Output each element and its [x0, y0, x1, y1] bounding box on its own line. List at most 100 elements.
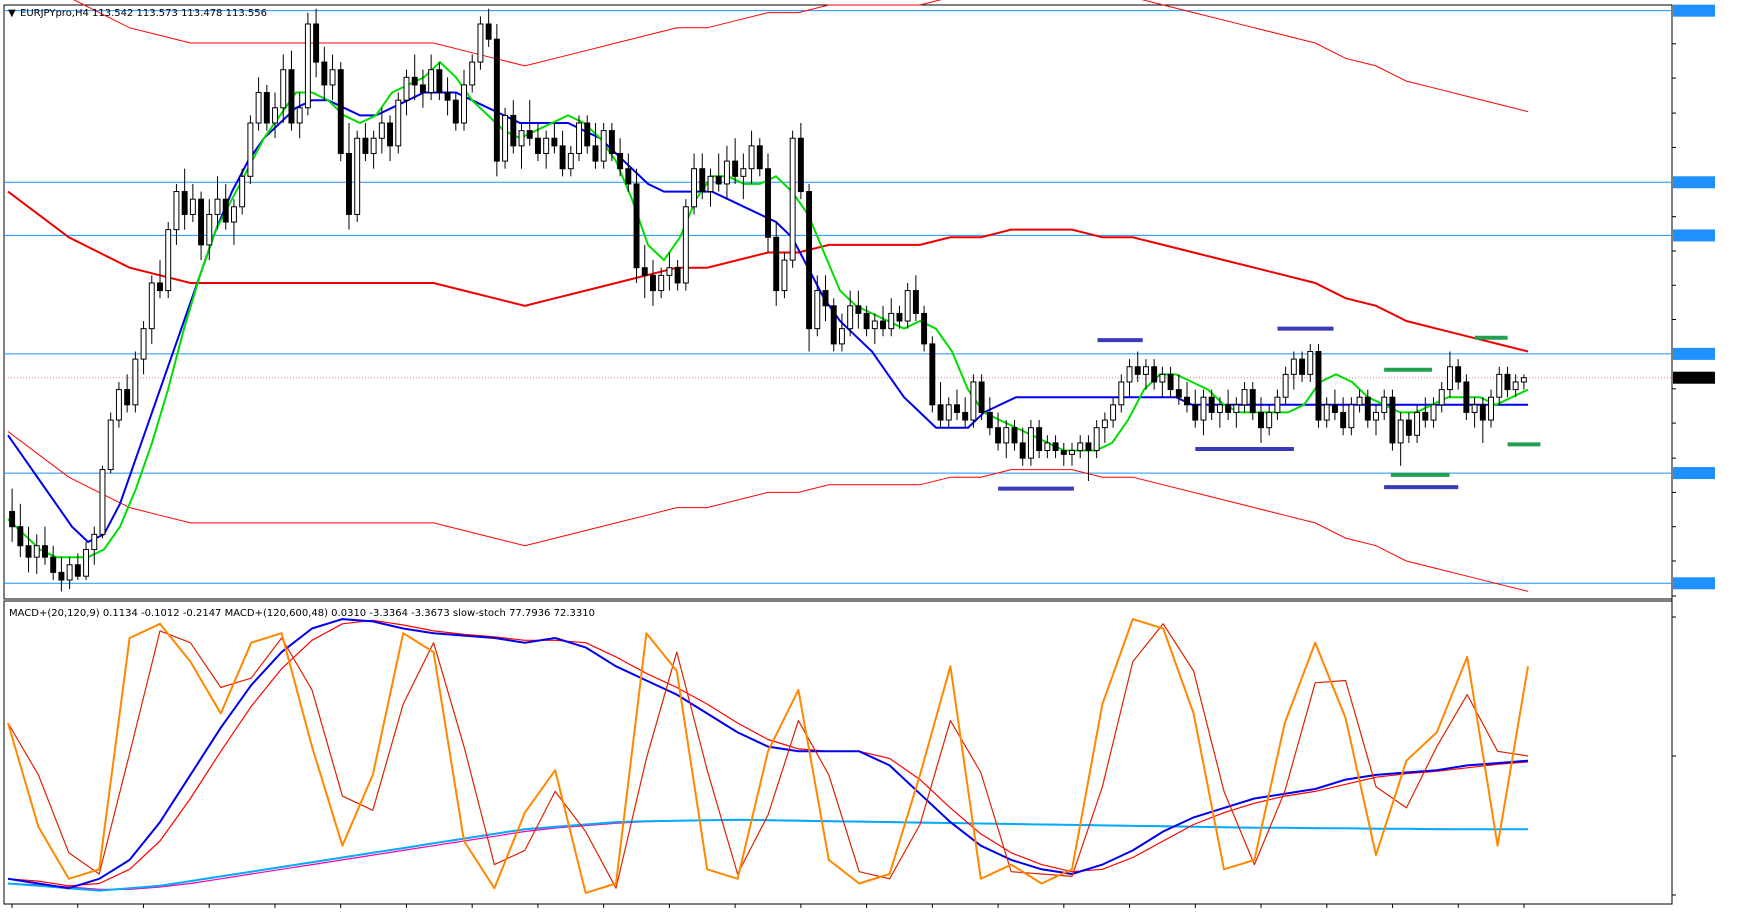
bear-candle — [1175, 389, 1182, 398]
bear-candle — [411, 76, 418, 86]
bear-candle — [510, 114, 517, 147]
bull-candle — [296, 107, 303, 124]
bear-candle — [674, 267, 681, 284]
indicator-plot — [7, 618, 1529, 894]
bull-candle — [148, 282, 155, 330]
bear-candle — [1364, 396, 1371, 421]
bear-candle — [526, 130, 533, 139]
bear-candle — [263, 92, 270, 124]
bull-candle — [1430, 404, 1437, 421]
bear-candle — [1011, 427, 1018, 444]
bull-candle — [255, 92, 262, 124]
bull-candle — [461, 84, 467, 124]
bear-candle — [419, 84, 426, 94]
bear-candle — [198, 198, 205, 246]
bull-candle — [838, 328, 845, 345]
bear-candle — [625, 168, 632, 185]
bull-candle — [1216, 404, 1223, 413]
bull-candle — [230, 206, 237, 223]
bear-candle — [699, 168, 706, 193]
stoch-signal-line — [7, 623, 1529, 889]
bull-candle — [1438, 389, 1445, 406]
bull-candle — [1381, 396, 1388, 413]
bull-candle — [1373, 411, 1379, 421]
bear-candle — [1036, 427, 1043, 452]
bull-candle — [781, 259, 788, 292]
bear-candle — [387, 122, 394, 147]
bull-candle — [1101, 419, 1108, 429]
bear-candle — [1315, 351, 1322, 421]
bear-candle — [806, 191, 813, 330]
bear-candle — [921, 312, 928, 345]
bull-candle — [1446, 366, 1453, 391]
bull-candle — [247, 122, 254, 177]
bear-candle — [1405, 419, 1412, 436]
bull-candle — [428, 69, 435, 94]
bear-candle — [830, 305, 837, 345]
bull-candle — [304, 23, 311, 109]
bull-candle — [354, 137, 361, 215]
bear-candle — [436, 69, 443, 94]
bull-candle — [814, 290, 821, 330]
bear-candle — [1331, 404, 1338, 413]
slow-macd-line — [7, 818, 1528, 892]
bear-candle — [1249, 389, 1256, 413]
bear-candle — [995, 427, 1002, 444]
bull-candle — [518, 130, 525, 147]
bear-candle — [912, 290, 919, 314]
bull-candle — [1471, 404, 1478, 413]
bear-candle — [1184, 396, 1190, 406]
bear-candle — [641, 267, 648, 276]
bull-candle — [115, 389, 122, 421]
bear-candle — [222, 198, 229, 223]
level-price-tag — [1673, 577, 1715, 590]
axis-labels — [11, 4, 1715, 908]
bull-candle — [403, 76, 410, 101]
fast-macd-signal-line — [7, 619, 1529, 887]
bull-candle — [173, 191, 180, 231]
bull-candle — [107, 419, 114, 471]
bear-candle — [1504, 373, 1511, 391]
bear-candle — [1134, 366, 1141, 375]
bull-candle — [272, 107, 278, 124]
bear-candle — [1019, 442, 1026, 459]
bull-candle — [469, 61, 476, 86]
bear-candle — [1225, 404, 1232, 413]
bull-candle — [691, 168, 698, 208]
bull-candle — [66, 564, 73, 581]
bull-candle — [789, 137, 796, 261]
bull-candle — [1274, 396, 1281, 413]
bull-candle — [1027, 427, 1034, 459]
bull-candle — [477, 23, 484, 63]
header-symbol: EURJPYpro,H4 — [20, 8, 89, 19]
bull-candle — [1496, 373, 1503, 398]
header-menu-icon[interactable]: ▼ — [8, 8, 16, 19]
bear-candle — [986, 411, 993, 429]
bull-candle — [1414, 411, 1421, 436]
bull-candle — [1520, 377, 1527, 383]
bear-candle — [1479, 404, 1486, 421]
bull-candle — [1142, 366, 1149, 375]
bull-candle — [658, 274, 665, 292]
bear-candle — [1340, 411, 1347, 429]
bear-candle — [1167, 373, 1174, 391]
bull-candle — [1003, 427, 1010, 444]
bull-candle — [239, 175, 246, 208]
bull-candle — [567, 152, 574, 170]
bull-candle — [748, 145, 755, 170]
chart-header: ▼ EURJPYpro,H4 113.542 113.573 113.478 1… — [8, 8, 267, 19]
bear-candle — [617, 152, 624, 170]
bull-candle — [33, 545, 40, 558]
bear-candle — [1422, 411, 1429, 421]
bear-candle — [1060, 450, 1067, 455]
bull-candle — [1077, 442, 1084, 452]
bear-candle — [1192, 404, 1199, 421]
bear-candle — [1455, 366, 1462, 383]
bear-candle — [896, 312, 903, 322]
bull-candle — [502, 114, 509, 162]
bull-candle — [1159, 373, 1166, 383]
price-plot — [4, 0, 1672, 592]
bear-candle — [157, 282, 163, 292]
bear-candle — [1151, 366, 1158, 383]
bull-candle — [576, 122, 582, 154]
